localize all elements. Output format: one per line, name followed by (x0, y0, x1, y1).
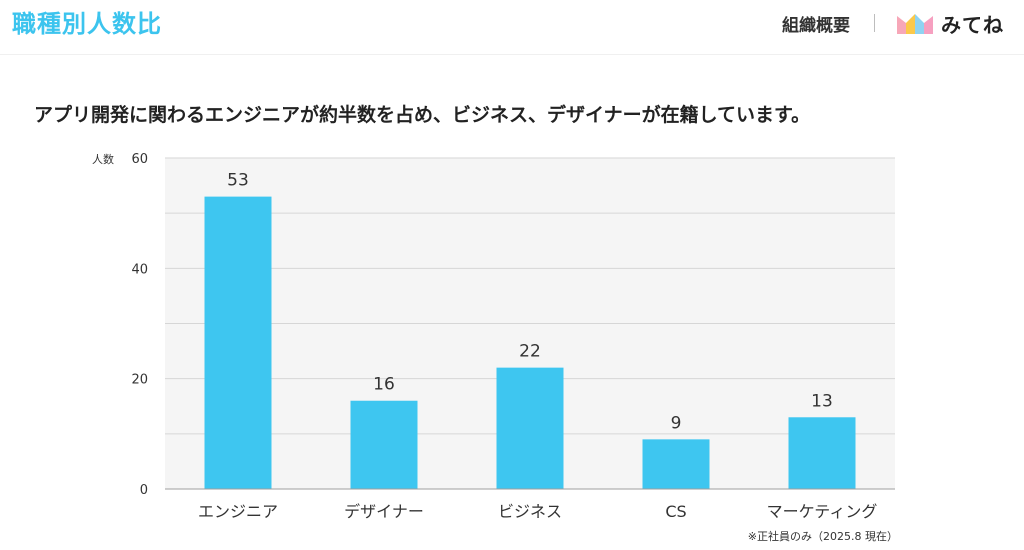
x-tick-label: エンジニア (198, 502, 278, 521)
x-tick-label: ビジネス (498, 502, 562, 521)
y-tick-label: 0 (140, 483, 148, 498)
section-label[interactable]: 組織概要 (782, 15, 850, 36)
header-rule (0, 54, 1024, 55)
bar (788, 417, 856, 489)
y-tick-label: 20 (131, 373, 148, 388)
y-tick-label: 60 (131, 152, 148, 167)
bar (350, 400, 418, 489)
mitene-logo-icon (897, 14, 933, 34)
x-axis-labels: エンジニア デザイナー ビジネス CS マーケティング (198, 502, 877, 521)
bars (204, 196, 856, 489)
y-axis-ticks: 0 20 40 60 (131, 152, 148, 498)
grid-lines (165, 157, 895, 435)
logo-text: みてね (941, 12, 1004, 37)
header-divider (874, 14, 875, 32)
page-title: 職種別人数比 (12, 10, 162, 38)
x-tick-label: マーケティング (767, 502, 878, 521)
y-tick-label: 40 (131, 262, 148, 277)
data-label: 13 (811, 391, 833, 411)
data-labels: 53 16 22 9 13 (227, 171, 833, 434)
y-axis-label: 人数 (92, 153, 114, 166)
bar (496, 367, 564, 489)
data-label: 53 (227, 171, 249, 191)
footnote: ※正社員のみ（2025.8 現在） (747, 530, 898, 543)
header-right: 組織概要 みてね (782, 8, 1004, 38)
bar (204, 196, 272, 489)
chart-headline: アプリ開発に関わるエンジニアが約半数を占め、ビジネス、デザイナーが在籍しています… (34, 104, 811, 126)
bar (642, 439, 710, 489)
data-label: 22 (519, 342, 541, 362)
x-tick-label: デザイナー (344, 502, 424, 521)
data-label: 9 (671, 413, 682, 433)
x-tick-label: CS (665, 502, 686, 521)
data-label: 16 (373, 375, 395, 395)
brand-logo[interactable]: みてね (897, 9, 1004, 38)
